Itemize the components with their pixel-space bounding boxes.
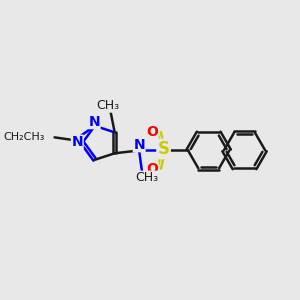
Text: CH₃: CH₃ bbox=[97, 99, 120, 112]
Text: N: N bbox=[88, 115, 100, 129]
Text: O: O bbox=[146, 125, 158, 139]
Text: N: N bbox=[133, 138, 145, 152]
Text: CH₃: CH₃ bbox=[135, 171, 158, 184]
Text: S: S bbox=[158, 140, 169, 158]
Text: CH₂CH₃: CH₂CH₃ bbox=[3, 132, 44, 142]
Text: O: O bbox=[146, 162, 158, 176]
Text: N: N bbox=[71, 135, 83, 149]
